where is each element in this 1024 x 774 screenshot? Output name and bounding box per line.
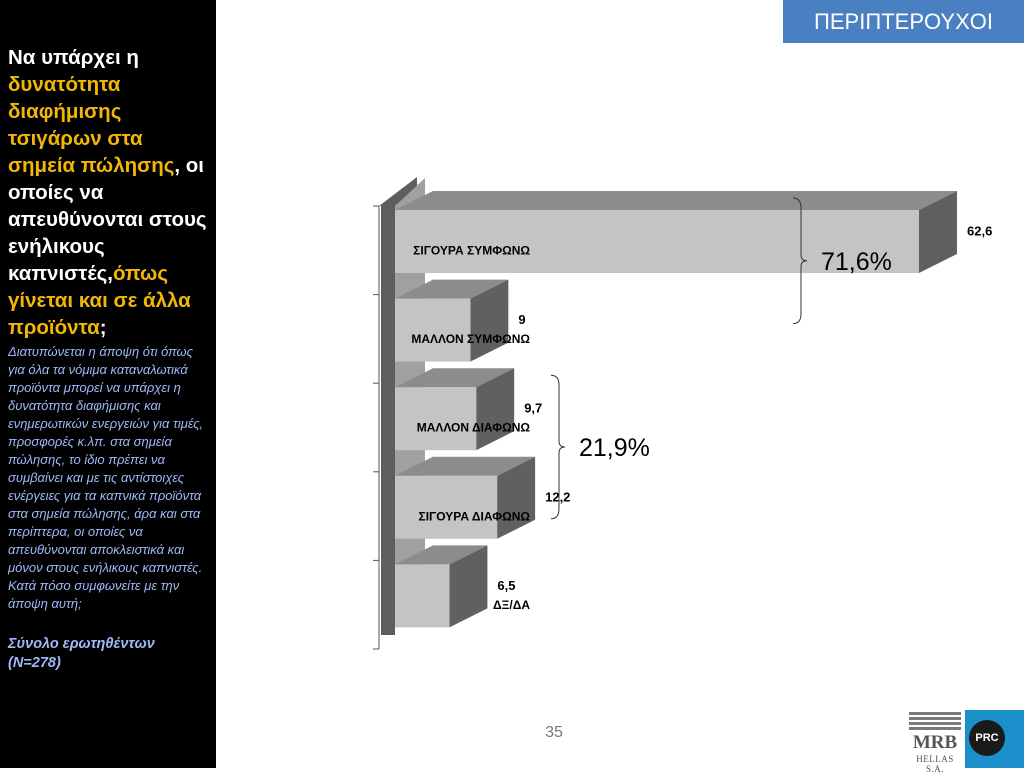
wall-top	[379, 177, 417, 206]
segment-badge: ΠΕΡΙΠΤΕΡΟΥΧΟΙ	[783, 0, 1024, 43]
data-label: 62,6	[967, 224, 992, 239]
wall-side	[381, 206, 395, 635]
question-title: Να υπάρχει η δυνατότητα διαφήμισης τσιγά…	[8, 44, 208, 341]
question-text-white: , οι οποίες να απευθύνονται στους ενήλικ…	[8, 154, 207, 285]
category-label: ΜΑΛΛΟΝ ΣΥΜΦΩΝΩ	[411, 332, 530, 346]
bar-top-face	[395, 456, 536, 476]
question-description: Διατυπώνεται η άποψη ότι όπως για όλα τα…	[8, 344, 204, 611]
data-label: 12,2	[545, 489, 570, 504]
mrb-logo-subtext: HELLAS S.A.	[916, 754, 954, 774]
bar-side-face	[919, 191, 957, 273]
bar-top-face	[395, 191, 957, 210]
bar	[395, 298, 471, 362]
bar	[395, 387, 477, 451]
group-total-label: 21,9%	[579, 434, 650, 462]
bar-side-face	[470, 279, 509, 362]
bar	[395, 564, 450, 628]
chart-bars	[395, 191, 957, 628]
chart-axis	[373, 205, 380, 650]
mrb-logo-text: MRB	[912, 732, 958, 753]
question-highlight: δυνατότητα διαφήμισης τσιγάρων στα σημεί…	[8, 73, 175, 177]
question-text-white: Να υπάρχει η	[8, 46, 139, 69]
bar-top-face	[395, 545, 488, 565]
sample-base-label: Σύνολο ερωτηθέντων (N=278)	[8, 636, 155, 671]
bar	[395, 210, 919, 273]
data-label: 9	[518, 312, 525, 327]
category-label: ΜΑΛΛΟΝ ΔΙΑΦΩΝΩ	[417, 421, 531, 435]
group-total-label: 71,6%	[821, 248, 892, 276]
data-label: 9,7	[524, 401, 542, 416]
data-label: 6,5	[497, 578, 515, 593]
bar-chart: ΣΙΓΟΥΡΑ ΣΥΜΦΩΝΩ 62,6 ΜΑΛΛΟΝ ΣΥΜΦΩΝΩ 9 ΜΑΛΛΟΝ…	[373, 177, 992, 650]
chart-group-brackets: 71,6% 21,9%	[550, 197, 892, 520]
bar-side-face	[449, 545, 488, 628]
group-bracket	[550, 374, 566, 520]
category-label: ΣΙΓΟΥΡΑ ΔΙΑΦΩΝΩ	[419, 509, 531, 523]
prc-logo-text: PRC	[969, 720, 1005, 756]
mrb-logo: MRB HELLAS S.A.	[907, 710, 963, 774]
bar-side-face	[497, 456, 536, 539]
category-label: ΔΞ/ΔΑ	[493, 598, 530, 612]
bar-side-face	[476, 368, 515, 451]
question-panel: Να υπάρχει η δυνατότητα διαφήμισης τσιγά…	[0, 0, 216, 768]
bar-top-face	[395, 279, 509, 299]
prc-logo: PRC	[965, 710, 1024, 768]
bar-top-face	[395, 368, 515, 388]
bar	[395, 475, 498, 539]
group-bracket	[792, 197, 808, 325]
page-number: 35	[545, 724, 563, 741]
question-mark: ;	[99, 316, 107, 339]
logo-area: MRB HELLAS S.A. PRC	[907, 710, 1024, 774]
chart-labels: ΣΙΓΟΥΡΑ ΣΥΜΦΩΝΩ 62,6 ΜΑΛΛΟΝ ΣΥΜΦΩΝΩ 9 ΜΑΛΛΟΝ…	[411, 224, 992, 612]
mrb-stripes-icon	[909, 712, 961, 732]
category-label: ΣΙΓΟΥΡΑ ΣΥΜΦΩΝΩ	[413, 244, 530, 258]
question-highlight: όπως γίνεται και σε άλλα προϊόντα	[8, 262, 191, 339]
